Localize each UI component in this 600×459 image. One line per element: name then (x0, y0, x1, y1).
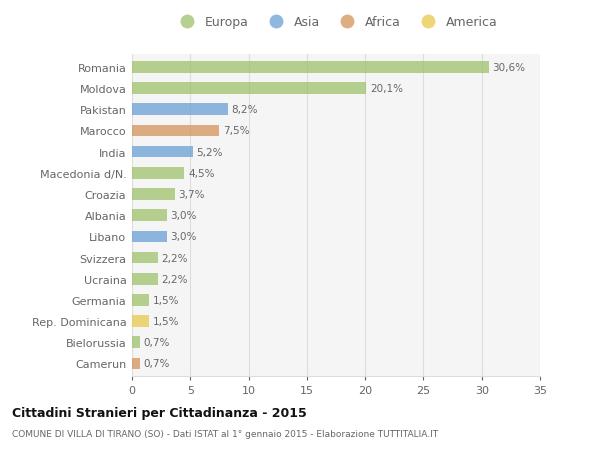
Text: 0,7%: 0,7% (143, 337, 170, 347)
Legend: Europa, Asia, Africa, America: Europa, Asia, Africa, America (175, 17, 497, 29)
Text: 0,7%: 0,7% (143, 358, 170, 369)
Bar (132, 316, 149, 327)
Text: Cittadini Stranieri per Cittadinanza - 2015: Cittadini Stranieri per Cittadinanza - 2… (12, 406, 307, 419)
Bar (132, 295, 149, 306)
Bar (132, 210, 167, 222)
Text: 8,2%: 8,2% (231, 105, 257, 115)
Bar (132, 337, 140, 348)
Text: 1,5%: 1,5% (153, 316, 179, 326)
Text: 4,5%: 4,5% (188, 168, 214, 179)
Text: 3,0%: 3,0% (170, 232, 197, 242)
Text: 1,5%: 1,5% (153, 295, 179, 305)
Text: 3,0%: 3,0% (170, 211, 197, 221)
Text: 3,7%: 3,7% (179, 190, 205, 200)
Bar (132, 231, 167, 243)
Bar (132, 62, 489, 73)
Bar (132, 273, 158, 285)
Text: 5,2%: 5,2% (196, 147, 223, 157)
Bar (132, 83, 367, 95)
Text: COMUNE DI VILLA DI TIRANO (SO) - Dati ISTAT al 1° gennaio 2015 - Elaborazione TU: COMUNE DI VILLA DI TIRANO (SO) - Dati IS… (12, 429, 438, 438)
Bar (132, 358, 140, 369)
Bar (132, 104, 227, 116)
Bar (132, 125, 220, 137)
Bar (132, 168, 184, 179)
Bar (132, 189, 175, 201)
Bar (132, 252, 158, 264)
Text: 7,5%: 7,5% (223, 126, 250, 136)
Text: 2,2%: 2,2% (161, 253, 188, 263)
Text: 20,1%: 20,1% (370, 84, 403, 94)
Text: 30,6%: 30,6% (492, 63, 525, 73)
Text: 2,2%: 2,2% (161, 274, 188, 284)
Bar (132, 146, 193, 158)
